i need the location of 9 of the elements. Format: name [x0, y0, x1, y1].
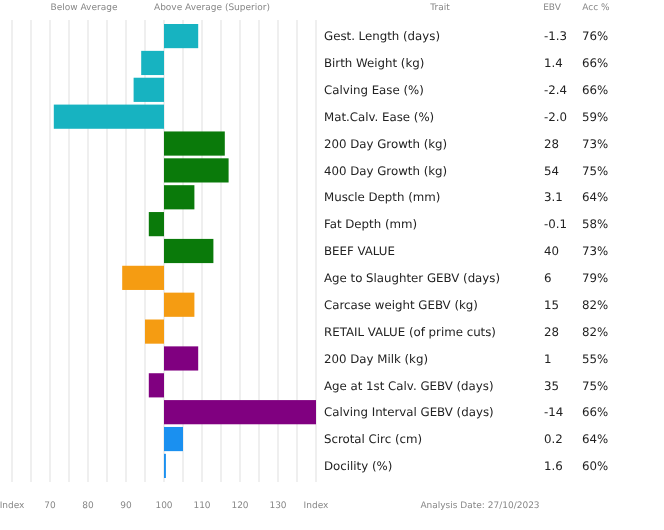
bar [164, 346, 199, 371]
bar [164, 400, 316, 425]
bar [148, 212, 164, 237]
bar [164, 24, 199, 49]
bar [164, 292, 195, 317]
bar [145, 319, 164, 344]
bar [148, 373, 164, 398]
bar [122, 265, 164, 290]
bar [164, 238, 214, 264]
